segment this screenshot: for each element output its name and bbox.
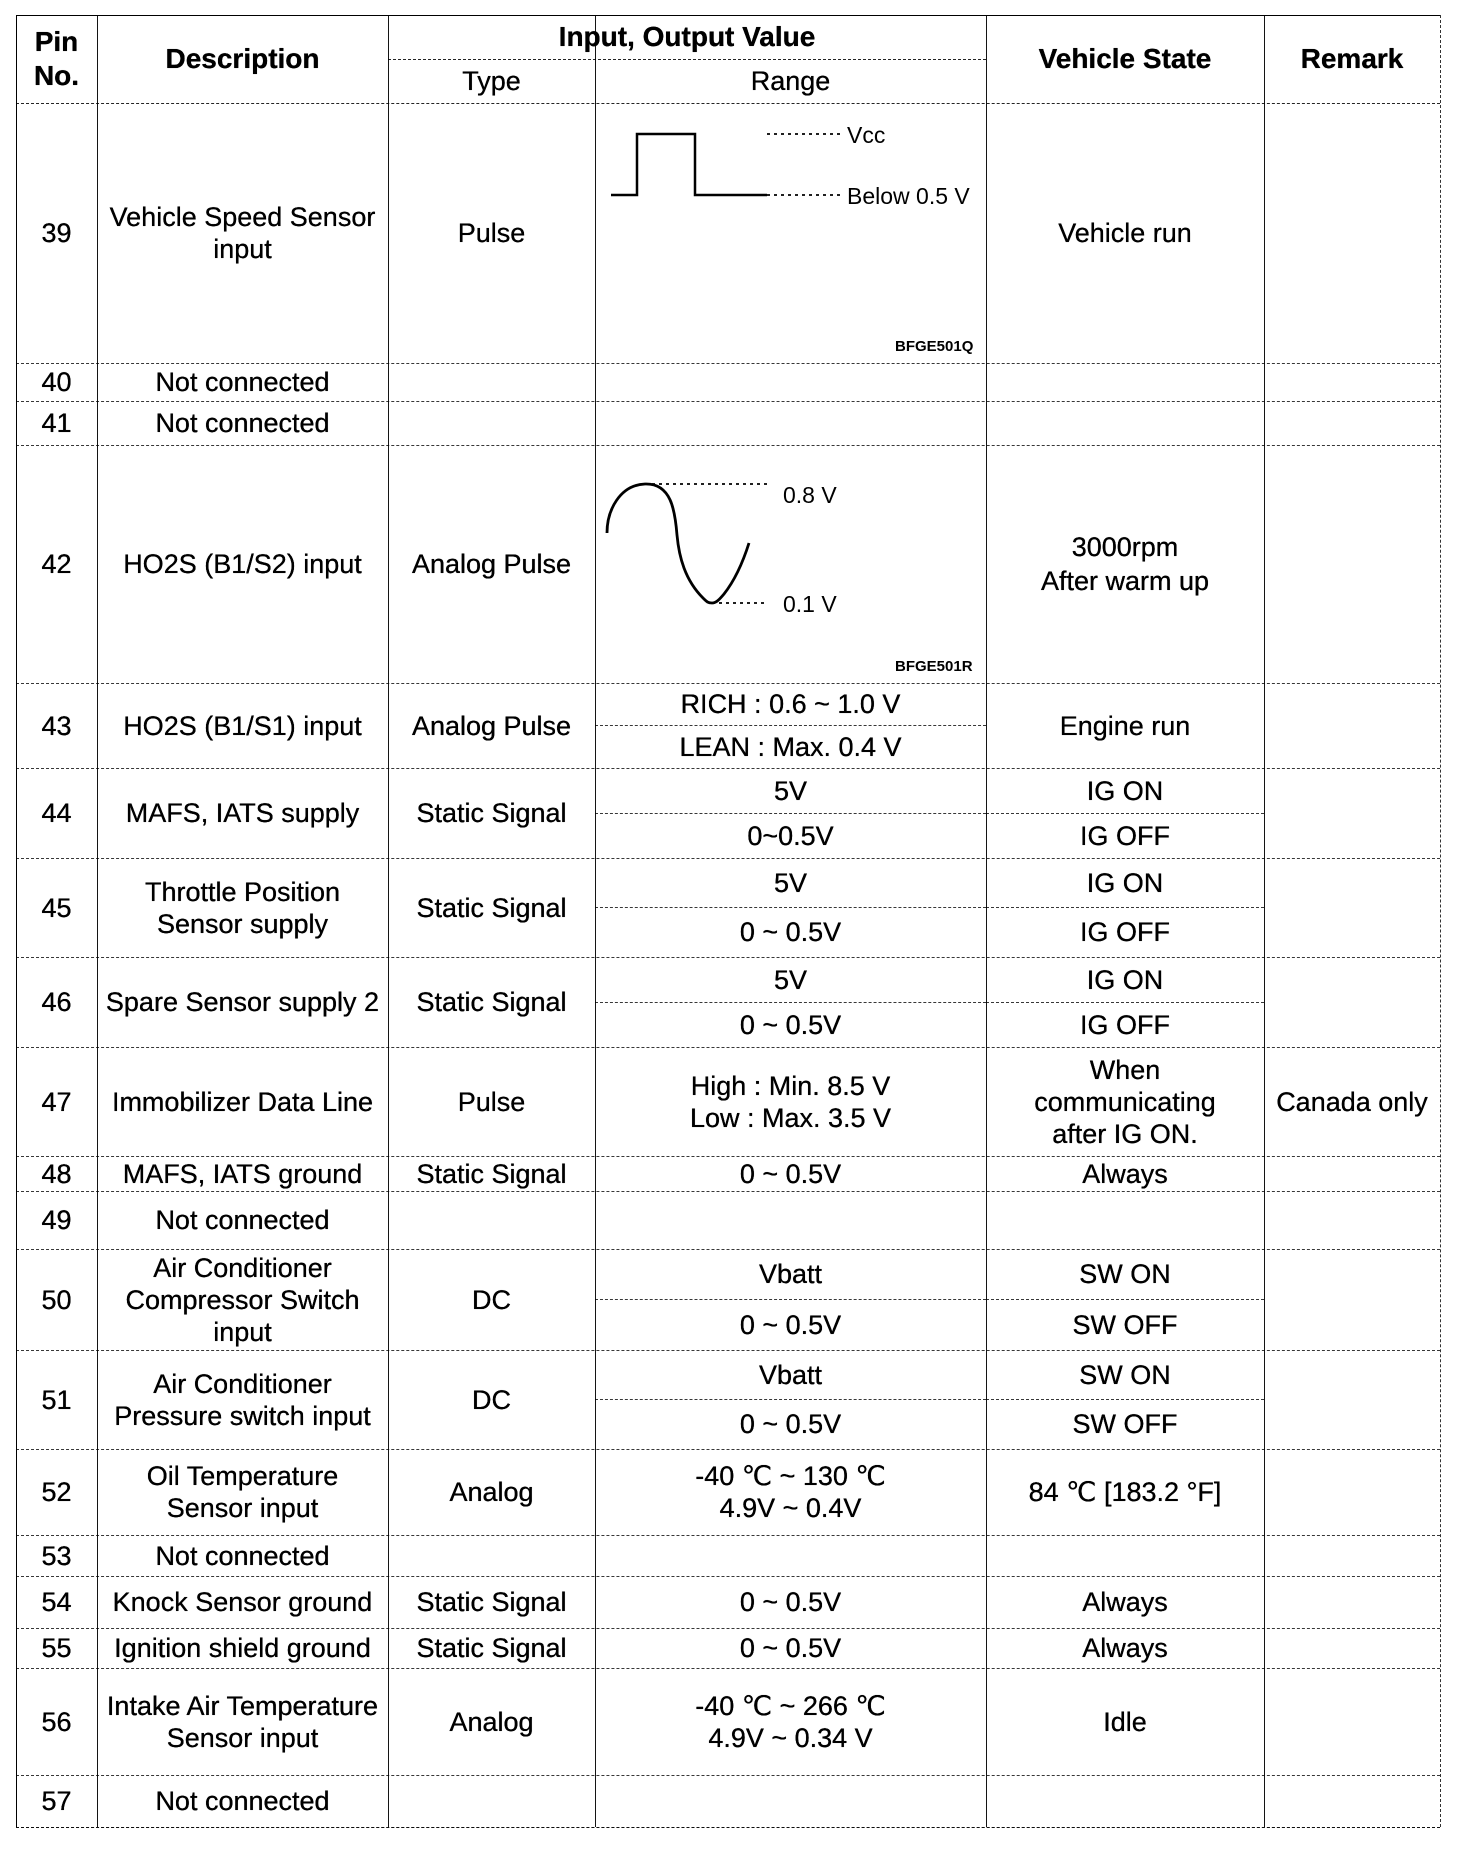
svg-text:Below 0.5 V: Below 0.5 V <box>847 183 970 209</box>
svg-text:0.8 V: 0.8 V <box>783 482 837 508</box>
svg-text:BFGE501Q: BFGE501Q <box>895 338 974 355</box>
svg-text:Vcc: Vcc <box>847 122 885 148</box>
svg-text:BFGE501R: BFGE501R <box>895 658 973 675</box>
svg-text:0.1 V: 0.1 V <box>783 591 837 617</box>
